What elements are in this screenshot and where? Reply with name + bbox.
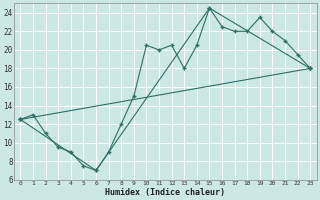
X-axis label: Humidex (Indice chaleur): Humidex (Indice chaleur) [105, 188, 225, 197]
